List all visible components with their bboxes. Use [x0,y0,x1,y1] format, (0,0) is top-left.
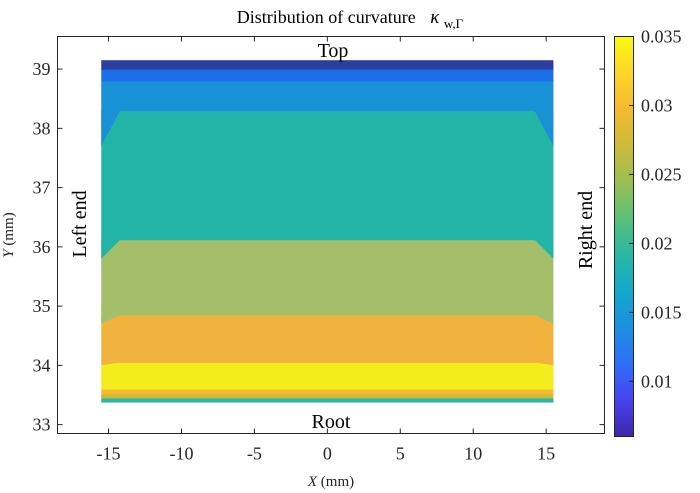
colorbar-tick-label: 0.035 [641,27,682,47]
title-subscript: w,Γ [444,16,464,31]
x-tick-label: 15 [537,444,555,464]
y-tick-label: 38 [33,118,51,138]
colorbar-tick-label: 0.025 [641,164,682,184]
colorbar-tick-label: 0.015 [641,302,682,322]
x-axis: -15 -10 -5 0 5 10 15 [97,36,555,464]
x-tick-label: -10 [169,444,193,464]
y-tick-label: 33 [33,415,51,435]
contour-edge [101,239,121,259]
y-axis-label: Y (mm) [1,212,17,257]
contour-band [101,314,554,363]
title-kappa: κ [430,7,440,28]
contour-bands [101,60,554,403]
colorbar-tick-label: 0.03 [641,95,673,115]
annotation-right-end: Right end [575,191,597,269]
colorbar [614,36,634,437]
contour-band [101,69,554,82]
annotation-left-end: Left end [69,190,91,257]
plot-frame [57,36,605,434]
chart-title: Distribution of curvature κ w,Γ [237,7,464,31]
contour-band [101,239,554,316]
annotation-root: Root [312,411,351,433]
contour-edge [534,110,554,147]
contour-band [101,110,554,241]
contour-band [101,393,554,399]
colorbar-ticks: 0.01 0.015 0.02 0.025 0.03 0.035 [629,27,682,391]
x-tick-label: 0 [323,444,332,464]
annotation-top: Top [318,40,349,62]
contour-band [101,397,554,403]
chart-title-text: Distribution of curvature [237,7,416,27]
contour-edge [534,239,554,259]
colorbar-tick-label: 0.02 [641,233,673,253]
y-tick-label: 34 [33,355,51,375]
contour-band [101,60,554,70]
y-tick-label: 36 [33,237,51,257]
x-axis-label: X (mm) [307,474,354,490]
contour-band [101,389,554,395]
contour-edge [101,314,121,324]
x-tick-label: -5 [247,444,262,464]
x-tick-label: -15 [97,444,121,464]
contour-band [101,80,554,112]
x-tick-label: 10 [464,444,482,464]
colorbar-tick-label: 0.01 [641,371,673,391]
contour-edge [101,362,121,366]
y-tick-label: 37 [33,178,51,198]
contour-band [101,362,554,390]
contour-edge [534,362,554,366]
contour-edge [534,314,554,324]
y-axis: 33 34 35 36 37 38 39 [33,59,605,435]
x-tick-label: 5 [396,444,405,464]
y-tick-label: 35 [33,296,51,316]
y-tick-label: 39 [33,59,51,79]
contour-edge [101,110,121,147]
